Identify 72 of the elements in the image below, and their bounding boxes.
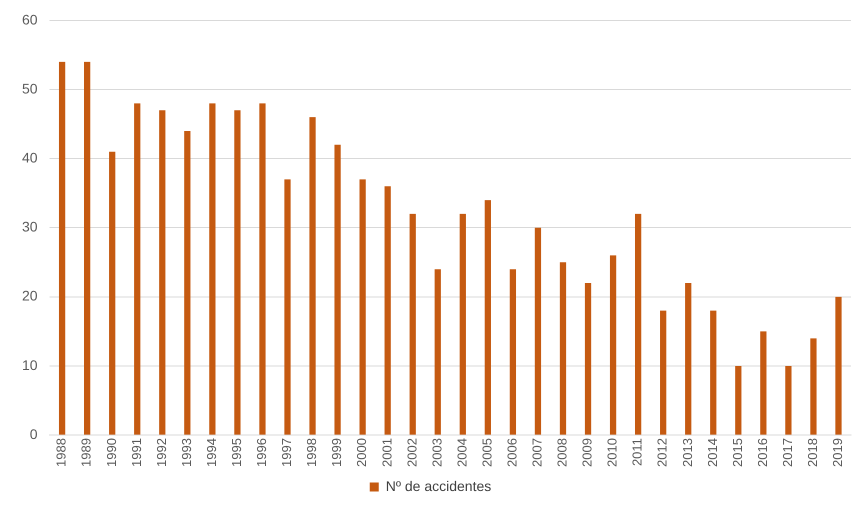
- x-tick-label: 2012: [654, 438, 670, 467]
- bar: [510, 269, 516, 435]
- bar: [610, 255, 616, 435]
- bar: [184, 130, 190, 435]
- y-tick-label: 50: [22, 80, 38, 96]
- x-tick-label: 2019: [830, 438, 846, 467]
- x-tick-label: 2003: [429, 438, 444, 467]
- bar: [159, 110, 166, 435]
- bar: [209, 103, 216, 435]
- bar: [384, 186, 391, 435]
- x-tick-label: 1998: [304, 438, 320, 467]
- bar: [634, 214, 642, 435]
- x-tick-label: 2017: [780, 438, 795, 467]
- bar: [835, 296, 842, 435]
- x-tick-label: 2006: [504, 438, 520, 467]
- bar: [560, 262, 566, 435]
- x-tick-label: 1992: [154, 438, 169, 467]
- bar: [460, 214, 466, 435]
- x-tick-label: 2015: [730, 438, 745, 467]
- bar: [685, 283, 692, 435]
- bar: [84, 62, 90, 435]
- y-tick-label: 40: [22, 149, 38, 166]
- x-tick-label: 1994: [204, 438, 219, 467]
- x-tick-label: 1997: [279, 438, 294, 467]
- x-tick-label: 2018: [805, 438, 820, 467]
- bar: [234, 110, 241, 435]
- y-tick-label: 20: [22, 288, 38, 304]
- x-tick-label: 2000: [354, 438, 370, 467]
- x-tick-label: 1991: [128, 438, 144, 467]
- bar: [434, 269, 441, 435]
- bar: [785, 366, 792, 435]
- x-tick-label: 2009: [580, 438, 595, 467]
- x-tick-label: 2013: [680, 438, 695, 467]
- legend-label: Nº de accidentes: [386, 478, 492, 494]
- x-tick-label: 1990: [104, 438, 119, 467]
- x-tick-label: 1989: [78, 438, 94, 467]
- x-tick-label: 2010: [604, 438, 620, 467]
- bar: [309, 117, 316, 435]
- bar: [360, 179, 366, 435]
- x-tick-label: 1996: [254, 438, 270, 467]
- bar: [735, 366, 742, 435]
- x-tick-label: 1988: [54, 438, 69, 467]
- x-tick-label: 2007: [530, 438, 545, 467]
- y-tick-label: 0: [30, 426, 38, 442]
- bar: [410, 214, 416, 435]
- bar: [484, 200, 491, 435]
- bar: [58, 62, 66, 435]
- x-tick-label: 2014: [704, 438, 720, 467]
- x-tick-label: 1993: [178, 438, 194, 467]
- x-tick-label: 2005: [479, 438, 494, 467]
- bar: [534, 228, 542, 435]
- bar: [760, 331, 766, 435]
- x-tick-label: 2016: [754, 438, 770, 467]
- y-tick-label: 10: [22, 356, 38, 373]
- bar: [334, 144, 341, 435]
- x-tick-label: 2008: [554, 438, 570, 467]
- x-tick-label: 2011: [630, 438, 645, 466]
- bar: [710, 310, 716, 435]
- bar: [109, 152, 116, 435]
- bar: [134, 103, 140, 435]
- bar: [810, 338, 817, 435]
- x-tick-label: 1999: [329, 438, 344, 467]
- bar: [259, 103, 266, 435]
- bar: [584, 283, 592, 435]
- y-tick-label: 30: [22, 218, 38, 235]
- bar: [284, 179, 291, 435]
- x-tick-label: 2002: [404, 438, 420, 467]
- x-tick-label: 2001: [379, 438, 394, 467]
- x-tick-label: 1995: [228, 438, 244, 467]
- x-tick-label: 2004: [454, 438, 470, 467]
- y-tick-label: 60: [22, 11, 38, 28]
- bar: [660, 310, 666, 435]
